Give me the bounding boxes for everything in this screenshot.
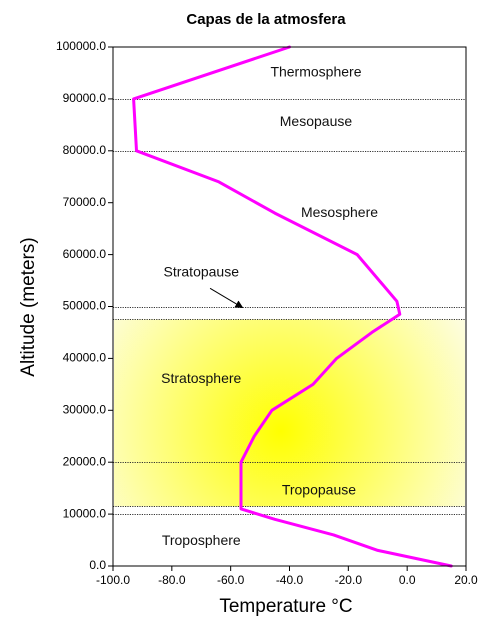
layer-label: Mesopause xyxy=(280,113,353,129)
y-tick-label: 100000.0 xyxy=(56,39,106,53)
y-tick-label: 60000.0 xyxy=(63,247,107,261)
y-tick-label: 90000.0 xyxy=(63,91,107,105)
y-tick-label: 80000.0 xyxy=(63,143,107,157)
y-tick-label: 10000.0 xyxy=(63,506,107,520)
layer-label: Tropopause xyxy=(282,481,356,497)
y-tick-label: 40000.0 xyxy=(63,351,107,365)
x-tick-label: -20.0 xyxy=(335,573,363,587)
layer-label: Stratopause xyxy=(164,263,240,279)
layer-label: Mesosphere xyxy=(301,204,378,220)
layer-label: Troposphere xyxy=(162,532,241,548)
x-axis-ticks: -100.0 -80.0 -60.0 -40.0 -20.0 0.0 20.0 xyxy=(96,566,478,587)
stratosphere-band xyxy=(114,319,465,507)
x-tick-label: 0.0 xyxy=(399,573,416,587)
y-tick-label: 0.0 xyxy=(89,558,106,572)
temperature-profile-line xyxy=(132,45,453,568)
x-tick-label: -80.0 xyxy=(158,573,186,587)
temperature-series xyxy=(132,45,453,568)
y-tick-label: 50000.0 xyxy=(63,299,107,313)
stratopause-arrow-group xyxy=(209,287,244,309)
y-tick-label: 20000.0 xyxy=(63,454,107,468)
stratosphere-shading xyxy=(114,319,465,507)
x-tick-label: -100.0 xyxy=(96,573,130,587)
x-axis-label: Temperature °C xyxy=(219,596,352,617)
stratopause-arrow xyxy=(209,287,244,309)
layer-label: Stratosphere xyxy=(161,370,241,386)
layer-label: Thermosphere xyxy=(270,64,361,80)
x-tick-label: -60.0 xyxy=(217,573,245,587)
y-axis-ticks: 0.0 10000.0 20000.0 30000.0 40000.0 50000.0 60… xyxy=(56,39,113,572)
y-axis-label: Altitude (meters) xyxy=(18,237,39,376)
y-tick-label: 30000.0 xyxy=(63,402,107,416)
layer-labels: Thermosphere Mesopause Mesosphere Stratopau… xyxy=(161,64,378,548)
chart-title: Capas de la atmosfera xyxy=(186,11,346,28)
x-tick-label: 20.0 xyxy=(454,573,478,587)
x-tick-label: -40.0 xyxy=(276,573,304,587)
y-tick-label: 70000.0 xyxy=(63,195,107,209)
